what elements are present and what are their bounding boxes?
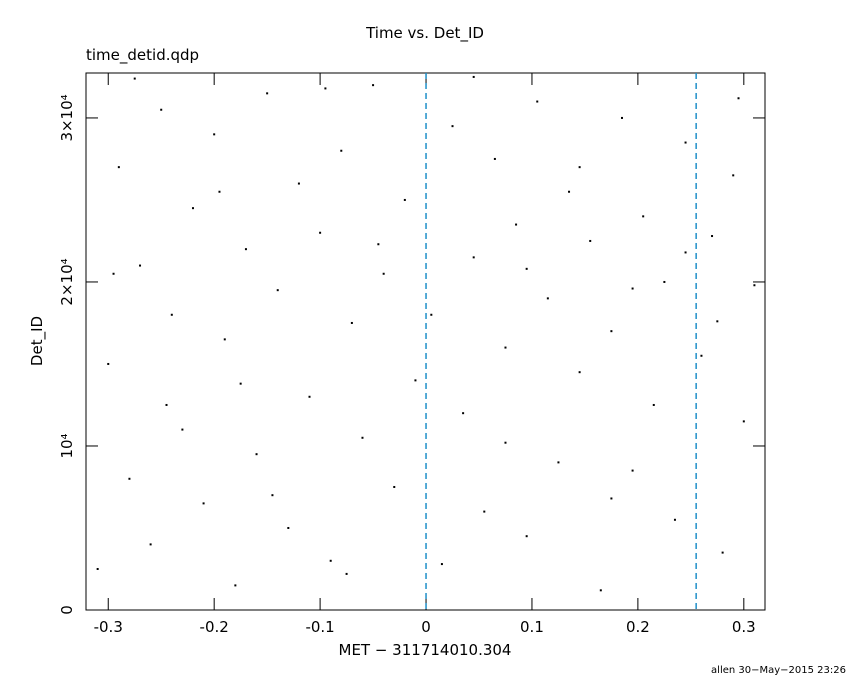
point: [536, 100, 539, 103]
point: [472, 75, 475, 78]
point: [610, 330, 613, 333]
point: [361, 436, 364, 439]
point: [191, 207, 194, 210]
point: [721, 551, 724, 554]
x-tick-label: 0.2: [626, 618, 650, 636]
point: [223, 338, 226, 341]
point: [737, 97, 740, 100]
point: [372, 84, 375, 87]
point: [96, 567, 99, 570]
subtitle: time_detid.qdp: [86, 46, 199, 65]
point: [234, 584, 237, 587]
point: [610, 497, 613, 500]
point: [112, 272, 115, 275]
point: [620, 116, 623, 119]
point: [568, 190, 571, 193]
point: [170, 313, 173, 316]
x-tick-label: -0.1: [305, 618, 334, 636]
point: [599, 589, 602, 592]
point: [329, 559, 332, 562]
point: [642, 215, 645, 218]
point: [631, 287, 634, 290]
point: [515, 223, 518, 226]
x-tick-label: 0.1: [520, 618, 544, 636]
point: [742, 420, 745, 423]
point: [239, 382, 242, 385]
point: [271, 494, 274, 497]
point: [213, 133, 216, 136]
point: [319, 231, 322, 234]
x-tick-label: -0.2: [200, 618, 229, 636]
x-tick-label: 0.3: [732, 618, 756, 636]
point: [414, 379, 417, 382]
point: [382, 272, 385, 275]
point: [700, 354, 703, 357]
y-tick-label: 0: [58, 605, 76, 615]
point: [181, 428, 184, 431]
point: [652, 403, 655, 406]
point: [403, 198, 406, 201]
point: [673, 518, 676, 521]
footer: allen 30−May−2015 23:26: [711, 665, 846, 676]
x-tick-label: 0: [421, 618, 431, 636]
point: [276, 289, 279, 292]
point: [377, 243, 380, 246]
point: [117, 166, 120, 169]
y-tick-label: 3×10⁴: [58, 94, 76, 141]
point: [430, 313, 433, 316]
x-axis-label: MET − 311714010.304: [339, 641, 512, 659]
point: [340, 149, 343, 152]
y-tick-label: 2×10⁴: [58, 258, 76, 305]
point: [557, 461, 560, 464]
x-tick-label: -0.3: [94, 618, 123, 636]
point: [218, 190, 221, 193]
point: [578, 166, 581, 169]
point: [451, 125, 454, 128]
point: [504, 441, 507, 444]
point: [711, 235, 714, 238]
point: [525, 267, 528, 270]
point: [589, 239, 592, 242]
point: [287, 526, 290, 529]
point: [165, 403, 168, 406]
y-tick-label: 10⁴: [58, 433, 76, 458]
point: [525, 535, 528, 538]
point: [345, 572, 348, 575]
point: [578, 371, 581, 374]
point: [202, 502, 205, 505]
point: [732, 174, 735, 177]
point: [483, 510, 486, 513]
point: [393, 485, 396, 488]
point: [324, 87, 327, 90]
point: [133, 77, 136, 80]
point: [244, 248, 247, 251]
point: [350, 321, 353, 324]
point: [684, 141, 687, 144]
point: [546, 297, 549, 300]
point: [462, 412, 465, 415]
point: [149, 543, 152, 546]
point: [631, 469, 634, 472]
point: [107, 362, 110, 365]
chart-title: Time vs. Det_ID: [365, 24, 484, 43]
y-axis-label: Det_ID: [28, 316, 47, 366]
point: [266, 92, 269, 95]
point: [139, 264, 142, 267]
point: [255, 453, 258, 456]
point: [308, 395, 311, 398]
point: [128, 477, 131, 480]
point: [663, 280, 666, 283]
point: [504, 346, 507, 349]
point: [493, 157, 496, 160]
point: [684, 251, 687, 254]
point: [472, 256, 475, 259]
point: [440, 563, 443, 566]
point: [753, 284, 756, 287]
point: [160, 108, 163, 111]
point: [716, 320, 719, 323]
point: [297, 182, 300, 185]
